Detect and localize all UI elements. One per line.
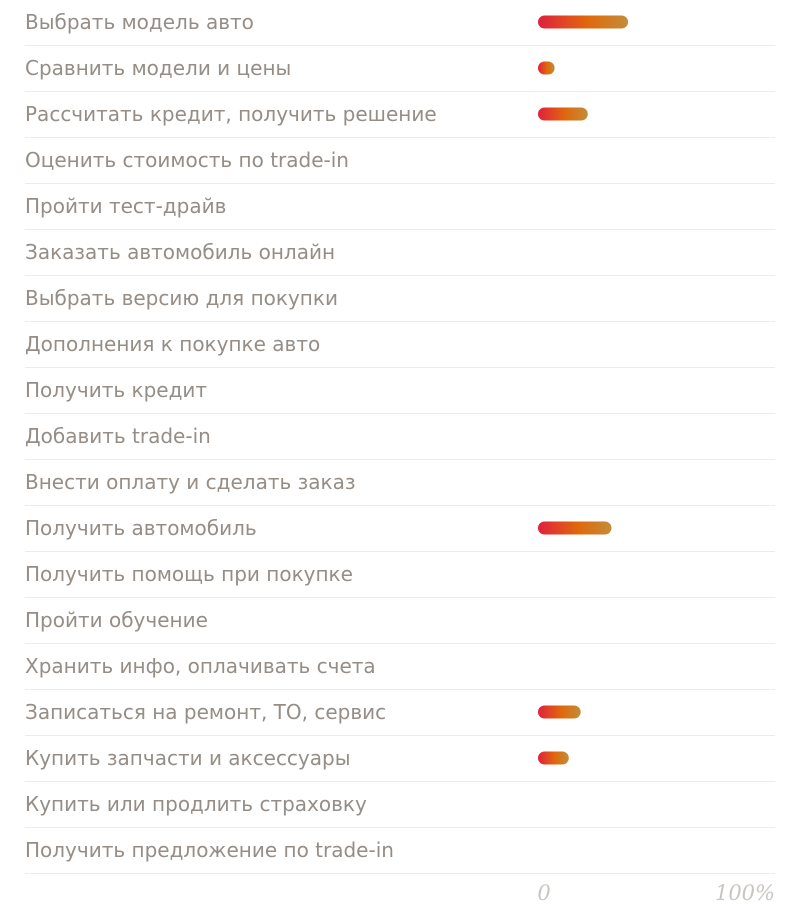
category-label: Получить автомобиль: [25, 516, 257, 540]
bar: [538, 705, 581, 719]
chart-row: Выбрать версию для покупки: [25, 286, 775, 322]
category-label: Дополнения к покупке авто: [25, 332, 320, 356]
category-label: Выбрать версию для покупки: [25, 286, 338, 310]
chart-row: Получить автомобиль: [25, 516, 775, 552]
category-label: Получить предложение по trade-in: [25, 838, 394, 862]
category-label: Купить запчасти и аксессуары: [25, 746, 351, 770]
category-label: Выбрать модель авто: [25, 10, 254, 34]
chart-row: Пройти тест-драйв: [25, 194, 775, 230]
chart-row: Выбрать модель авто: [25, 10, 775, 46]
chart-row: Купить или продлить страховку: [25, 792, 775, 828]
chart-row: Дополнения к покупке авто: [25, 332, 775, 368]
chart-row: Хранить инфо, оплачивать счета: [25, 654, 775, 690]
category-label: Записаться на ремонт, ТО, сервис: [25, 700, 386, 724]
bar: [538, 521, 612, 535]
category-label: Добавить trade-in: [25, 424, 211, 448]
bar: [538, 15, 629, 29]
chart-row: Сравнить модели и цены: [25, 56, 775, 92]
category-label: Сравнить модели и цены: [25, 56, 291, 80]
category-label: Купить или продлить страховку: [25, 792, 367, 816]
category-label: Получить кредит: [25, 378, 207, 402]
chart-row: Получить кредит: [25, 378, 775, 414]
x-tick-label-100: 100%: [715, 881, 775, 904]
category-label: Пройти обучение: [25, 608, 208, 632]
category-label: Получить помощь при покупке: [25, 562, 353, 586]
bar: [538, 751, 569, 765]
chart-row: Получить предложение по trade-in: [25, 838, 775, 874]
chart-rows: Выбрать модель авто Сравнить модели и цен…: [25, 10, 775, 874]
chart-row: Получить помощь при покупке: [25, 562, 775, 598]
chart-row: Оценить стоимость по trade-in: [25, 148, 775, 184]
chart-row: Рассчитать кредит, получить решение: [25, 102, 775, 138]
chart-row: Добавить trade-in: [25, 424, 775, 460]
x-tick-label-0: 0: [537, 881, 550, 904]
chart-row: Пройти обучение: [25, 608, 775, 644]
category-label: Внести оплату и сделать заказ: [25, 470, 355, 494]
category-label: Заказать автомобиль онлайн: [25, 240, 335, 264]
category-label: Хранить инфо, оплачивать счета: [25, 654, 376, 678]
chart-row: Заказать автомобиль онлайн: [25, 240, 775, 276]
category-label: Рассчитать кредит, получить решение: [25, 102, 437, 126]
bar: [538, 107, 588, 121]
chart-row: Записаться на ремонт, ТО, сервис: [25, 700, 775, 736]
bar: [538, 61, 555, 75]
category-label: Пройти тест-драйв: [25, 194, 226, 218]
chart-row: Внести оплату и сделать заказ: [25, 470, 775, 506]
chart-row: Купить запчасти и аксессуары: [25, 746, 775, 782]
x-axis-ticks: 0 100%: [537, 881, 775, 904]
category-label: Оценить стоимость по trade-in: [25, 148, 349, 172]
